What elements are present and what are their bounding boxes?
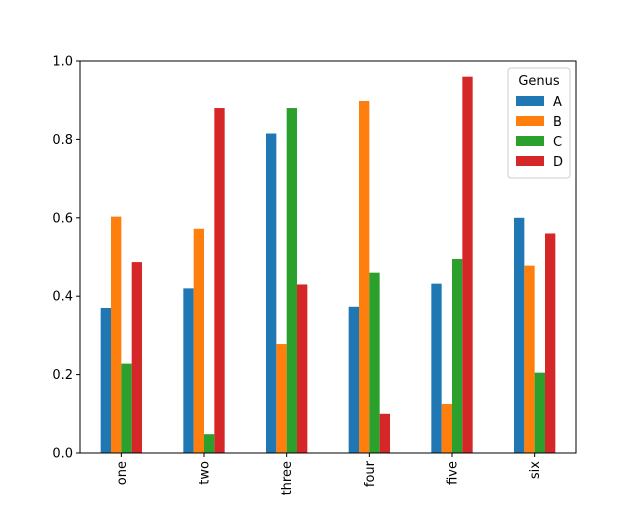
bar-d-three — [297, 284, 308, 453]
bar-c-one — [121, 363, 132, 453]
legend-swatch-b — [516, 116, 544, 126]
bar-c-three — [286, 108, 297, 453]
plot-frame — [79, 60, 577, 454]
bar-c-five — [452, 258, 463, 453]
bar-d-one — [131, 262, 142, 453]
x-axis: one two three four five six — [115, 453, 543, 495]
bar-c-four — [369, 272, 380, 453]
x-tick-label: six — [528, 461, 543, 479]
legend-swatch-a — [516, 96, 544, 106]
bar-a-six — [514, 217, 525, 453]
bar-a-four — [348, 306, 359, 453]
bar-a-two — [183, 288, 194, 453]
x-tick-label: three — [280, 461, 295, 495]
bar-a-one — [100, 307, 111, 453]
x-tick-label: one — [115, 461, 130, 485]
bar-c-two — [204, 434, 215, 453]
bar-d-four — [379, 413, 390, 453]
legend-swatch-d — [516, 156, 544, 166]
y-axis: 0.0 0.2 0.4 0.6 0.8 1.0 — [52, 55, 80, 462]
y-tick-label: 0.8 — [52, 133, 73, 148]
bar-b-three — [276, 344, 287, 453]
x-tick-label: five — [446, 461, 461, 485]
bar-b-two — [193, 228, 204, 453]
y-tick-label: 0.6 — [52, 211, 73, 226]
legend-label-c: C — [553, 135, 562, 150]
y-tick-label: 0.2 — [52, 368, 73, 383]
legend-title: Genus — [518, 74, 560, 89]
x-tick-label: four — [363, 460, 378, 487]
bar-b-four — [359, 100, 370, 453]
bar-a-five — [431, 283, 442, 453]
legend-label-a: A — [553, 95, 562, 110]
bar-a-three — [266, 133, 277, 453]
y-tick-label: 0.0 — [52, 447, 73, 462]
bar-b-one — [111, 216, 122, 453]
bar-c-six — [534, 372, 545, 453]
legend-label-b: B — [553, 115, 562, 130]
y-tick-label: 1.0 — [52, 55, 73, 70]
bars — [100, 76, 556, 454]
bar-d-two — [214, 108, 225, 453]
y-tick-label: 0.4 — [52, 290, 73, 305]
bar-b-five — [441, 404, 452, 453]
bar-d-six — [545, 233, 556, 453]
legend-swatch-c — [516, 136, 544, 146]
x-tick-label: two — [198, 461, 213, 485]
bar-d-five — [462, 76, 473, 454]
bar-b-six — [524, 265, 535, 453]
legend-label-d: D — [553, 155, 563, 170]
